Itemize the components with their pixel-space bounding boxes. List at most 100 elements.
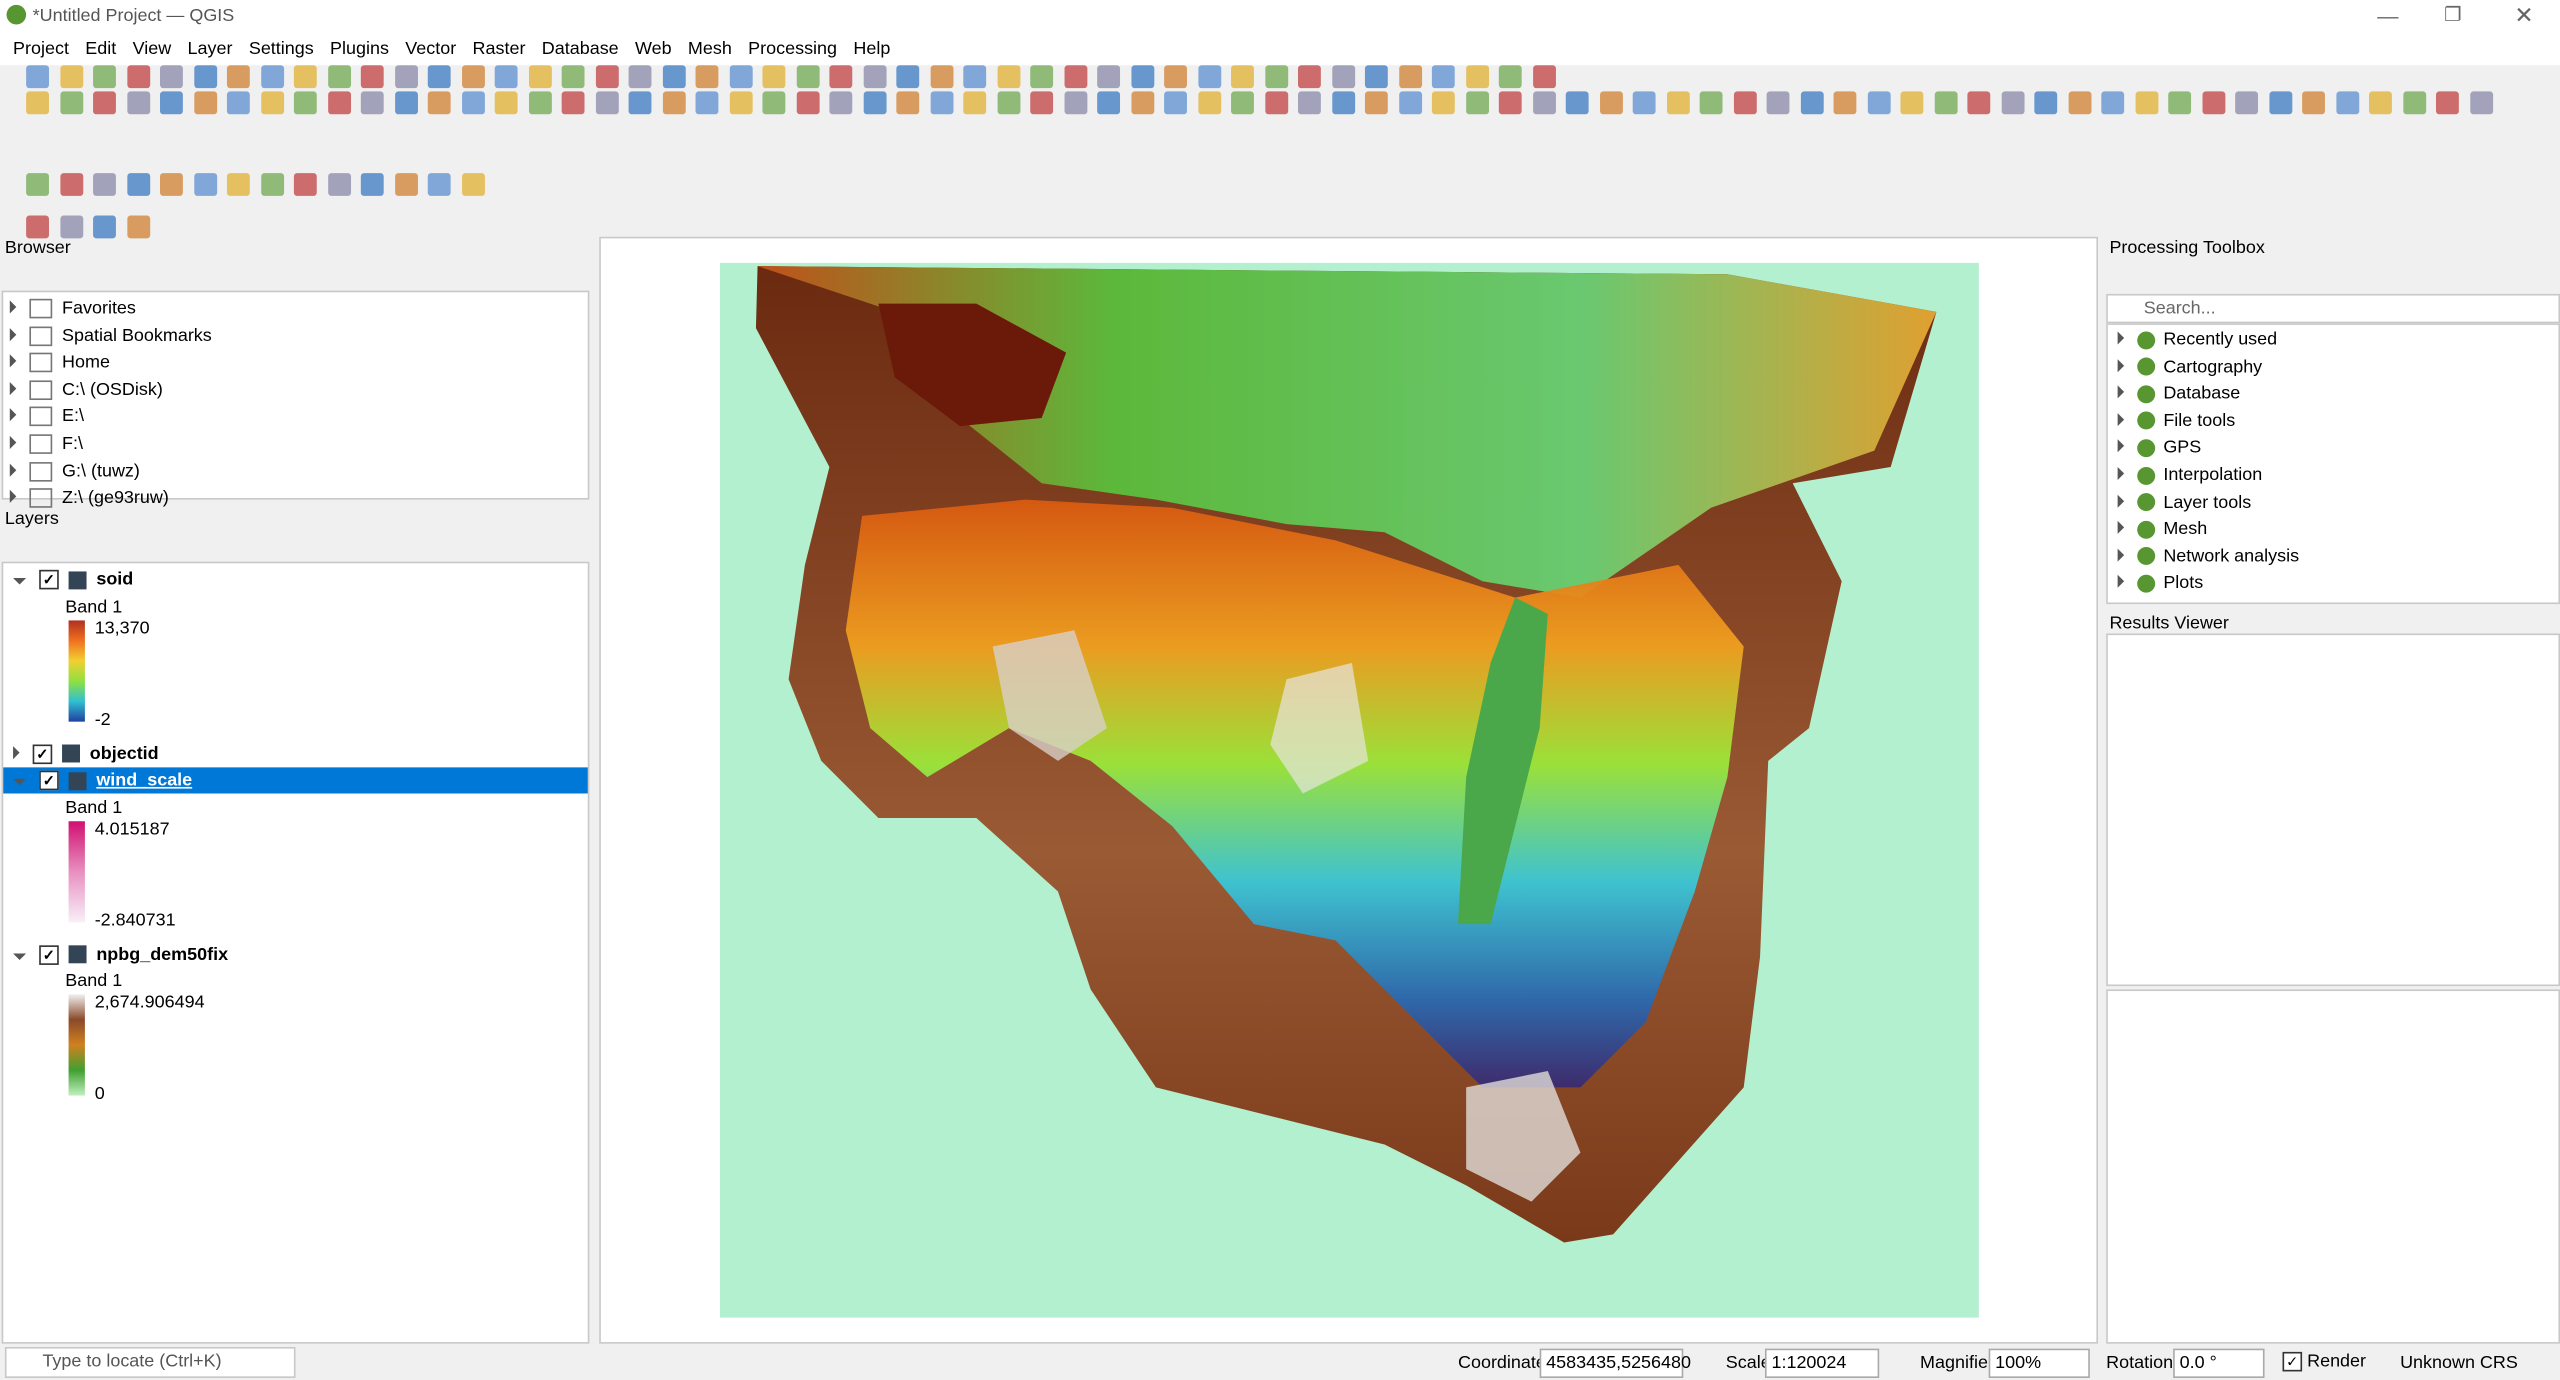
toolbar-button[interactable] [1130,91,1154,115]
menu-item[interactable]: Edit [85,39,117,59]
toolbar-button[interactable] [1130,65,1154,89]
toolbar-button[interactable] [1197,65,1221,89]
toolbar-button[interactable] [461,65,485,89]
toolbar-button[interactable] [2402,91,2426,115]
toolbar-button[interactable] [2201,91,2225,115]
toolbar-button[interactable] [226,65,250,89]
expand-arrow[interactable] [2117,575,2125,589]
toolbar-button[interactable] [2302,91,2325,115]
toolbar-button[interactable] [1532,91,1556,115]
toolbar-button[interactable] [729,65,752,89]
expand-arrow[interactable] [9,300,17,314]
toolbar-button[interactable] [929,65,953,89]
expand-arrow[interactable] [9,381,17,395]
toolbar-button[interactable] [2034,91,2058,115]
toolbar-button[interactable] [628,65,652,89]
algorithm-group[interactable]: Interpolation [2117,462,2262,488]
toolbar-button[interactable] [1364,91,1388,115]
toolbar-button[interactable] [1264,65,1288,89]
browser-item[interactable]: Favorites [9,296,136,322]
toolbar-button[interactable] [1431,91,1455,115]
expand-arrow[interactable] [13,577,27,585]
toolbar-button[interactable] [1297,65,1321,89]
expand-arrow[interactable] [13,778,27,786]
menu-item[interactable]: Help [853,39,891,59]
toolbar-button[interactable] [226,91,250,115]
toolbar-button[interactable] [260,65,284,89]
menu-item[interactable]: Web [634,39,672,59]
browser-item[interactable]: G:\ (tuwz) [9,458,140,484]
toolbar-button[interactable] [695,91,719,115]
menu-item[interactable]: Settings [248,39,314,59]
toolbar-button[interactable] [260,91,284,115]
expand-arrow[interactable] [9,354,17,368]
coordinate-field[interactable]: 4583435,5256480 [1539,1348,1691,1378]
expand-arrow[interactable] [2117,466,2125,481]
browser-item[interactable]: Spatial Bookmarks [9,323,212,349]
layer-checkbox[interactable]: ✓ [39,944,59,965]
toolbar-button[interactable] [896,91,920,115]
toolbar-button[interactable] [795,91,819,115]
toolbar-button[interactable] [59,173,83,196]
browser-item[interactable]: C:\ (OSDisk) [9,377,163,403]
menu-item[interactable]: Plugins [330,39,389,59]
layer-checkbox[interactable]: ✓ [32,743,53,764]
toolbar-button[interactable] [1933,91,1957,115]
toolbar-button[interactable] [1666,91,1690,115]
search-box[interactable]: Search... [2106,293,2560,324]
toolbar-button[interactable] [1097,65,1121,89]
toolbar-button[interactable] [160,91,183,115]
toolbar-button[interactable] [1498,91,1522,115]
map-canvas[interactable] [599,236,2099,1344]
toolbar-button[interactable] [561,65,585,89]
toolbar-button[interactable] [528,65,552,89]
toolbar-button[interactable] [193,91,217,115]
toolbar-button[interactable] [1063,65,1087,89]
toolbar-button[interactable] [762,65,786,89]
toolbar-button[interactable] [896,65,920,89]
toolbar-button[interactable] [1733,91,1756,115]
toolbar-button[interactable] [929,91,953,115]
toolbar-button[interactable] [1465,91,1489,115]
rotation-field[interactable]: 0.0 ° [2173,1348,2265,1378]
toolbar-button[interactable] [427,91,451,115]
toolbar-button[interactable] [1967,91,1991,115]
toolbar-button[interactable] [1231,91,1254,115]
toolbar-button[interactable] [26,215,49,239]
toolbar-button[interactable] [1632,91,1656,115]
toolbar-button[interactable] [2469,91,2493,115]
toolbar-button[interactable] [1331,91,1355,115]
toolbar-button[interactable] [1766,91,1790,115]
algorithm-group[interactable]: Mesh [2117,516,2207,542]
menu-item[interactable]: View [132,39,172,59]
toolbar-button[interactable] [1030,91,1054,115]
toolbar-button[interactable] [1197,91,1221,115]
algorithm-group[interactable]: Database [2117,381,2240,407]
toolbar-button[interactable] [963,91,987,115]
toolbar-button[interactable] [427,65,451,89]
toolbar-button[interactable] [1164,91,1187,115]
toolbar-button[interactable] [293,91,317,115]
toolbar-button[interactable] [862,65,886,89]
expand-arrow[interactable] [9,490,17,504]
toolbar-button[interactable] [126,65,150,89]
expand-arrow[interactable] [9,435,17,449]
toolbar-button[interactable] [695,65,719,89]
toolbar-button[interactable] [2000,91,2024,115]
toolbar-button[interactable] [59,91,83,115]
menu-item[interactable]: Database [541,39,619,59]
crs-button[interactable]: Unknown CRS [2400,1353,2518,1374]
toolbar-button[interactable] [126,215,150,239]
toolbar-button[interactable] [829,91,853,115]
toolbar-button[interactable] [160,173,183,196]
expand-arrow[interactable] [2117,548,2125,562]
browser-item[interactable]: Z:\ (ge93ruw) [9,485,169,511]
restore[interactable]: ❐ [2444,3,2462,27]
browser-item[interactable]: Home [9,350,110,376]
toolbar-button[interactable] [963,65,987,89]
layer-item[interactable]: ✓ soid [3,567,588,593]
toolbar-button[interactable] [93,91,116,115]
browser-item[interactable]: E:\ [9,404,84,430]
toolbar-button[interactable] [327,173,351,196]
toolbar-button[interactable] [93,173,116,196]
